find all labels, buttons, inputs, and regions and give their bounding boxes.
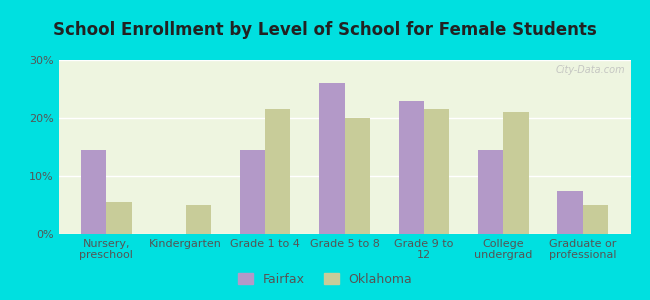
Bar bbox=[106, 202, 131, 234]
Bar bbox=[503, 112, 529, 234]
Bar bbox=[424, 109, 449, 234]
Legend: Fairfax, Oklahoma: Fairfax, Oklahoma bbox=[233, 268, 417, 291]
Bar bbox=[319, 83, 344, 234]
Bar bbox=[478, 150, 503, 234]
Bar bbox=[240, 150, 265, 234]
Bar bbox=[398, 100, 424, 234]
Bar bbox=[344, 118, 370, 234]
Text: School Enrollment by Level of School for Female Students: School Enrollment by Level of School for… bbox=[53, 21, 597, 39]
Text: City-Data.com: City-Data.com bbox=[555, 65, 625, 75]
Bar bbox=[81, 150, 106, 234]
Bar bbox=[265, 109, 291, 234]
Bar bbox=[558, 190, 583, 234]
Bar bbox=[186, 205, 211, 234]
Bar bbox=[583, 205, 608, 234]
